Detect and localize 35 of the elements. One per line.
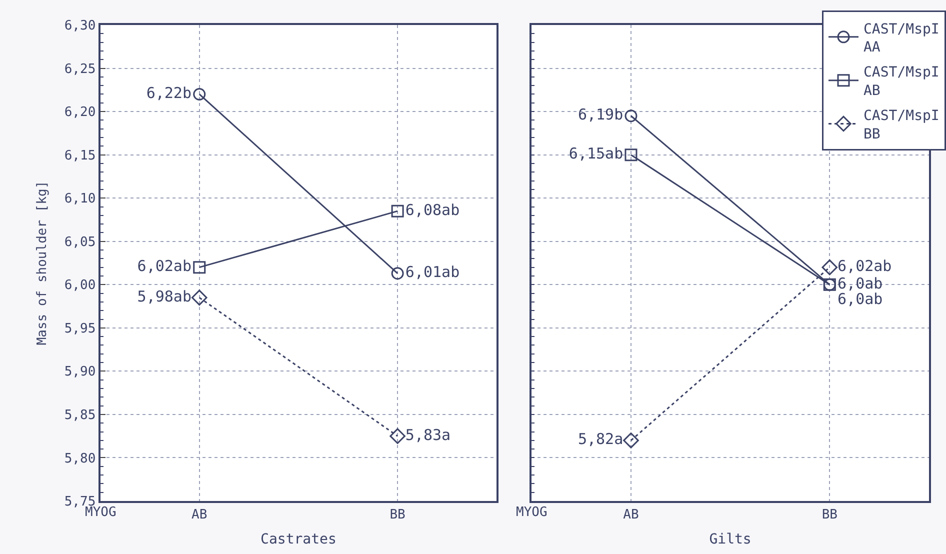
data-label: 6,01ab <box>405 263 460 282</box>
y-tick-label: 5,90 <box>64 364 96 380</box>
y-tick-label: 6,30 <box>64 18 96 34</box>
y-tick-label: 6,10 <box>64 192 96 207</box>
legend-label: CAST/MspI AA <box>864 21 940 56</box>
y-tick-label: 5,85 <box>64 408 96 423</box>
legend-label: CAST/MspI BB <box>864 108 940 142</box>
data-label: 6,08ab <box>405 200 460 219</box>
data-label: 6,02ab <box>838 257 892 276</box>
x-tick-label: BB <box>390 508 406 523</box>
x-tick-label: AB <box>192 508 208 523</box>
data-label: 5,98ab <box>137 287 192 306</box>
legend-label: CAST/MspI AB <box>864 64 940 99</box>
y-tick-label: 6,20 <box>64 105 96 120</box>
x-axis-title: Castrates <box>260 531 336 548</box>
data-label: 6,0ab <box>838 290 883 308</box>
y-tick-label: 6,25 <box>64 62 96 77</box>
data-label: 6,22b <box>146 84 192 102</box>
data-label: 6,0ab <box>838 274 883 292</box>
data-label: 5,82a <box>578 430 624 448</box>
y-axis-title: Mass of shoulder [kg] <box>34 180 50 346</box>
x-tick-label: AB <box>623 508 639 523</box>
data-label: 6,15ab <box>568 144 624 163</box>
data-label: 6,02ab <box>137 257 192 276</box>
data-label: 5,83a <box>405 426 451 444</box>
text: MYOG <box>516 505 548 520</box>
text: MYOG <box>85 505 116 520</box>
x-tick-label: BB <box>822 508 838 523</box>
y-tick-label: 5,95 <box>64 321 96 336</box>
y-tick-label: 6,05 <box>64 234 96 250</box>
data-label: 6,19b <box>578 106 624 124</box>
y-tick-label: 6,00 <box>64 278 96 294</box>
y-tick-label: 5,80 <box>64 451 96 466</box>
y-tick-label: 6,15 <box>64 148 96 164</box>
x-axis-title: Gilts <box>709 531 752 548</box>
